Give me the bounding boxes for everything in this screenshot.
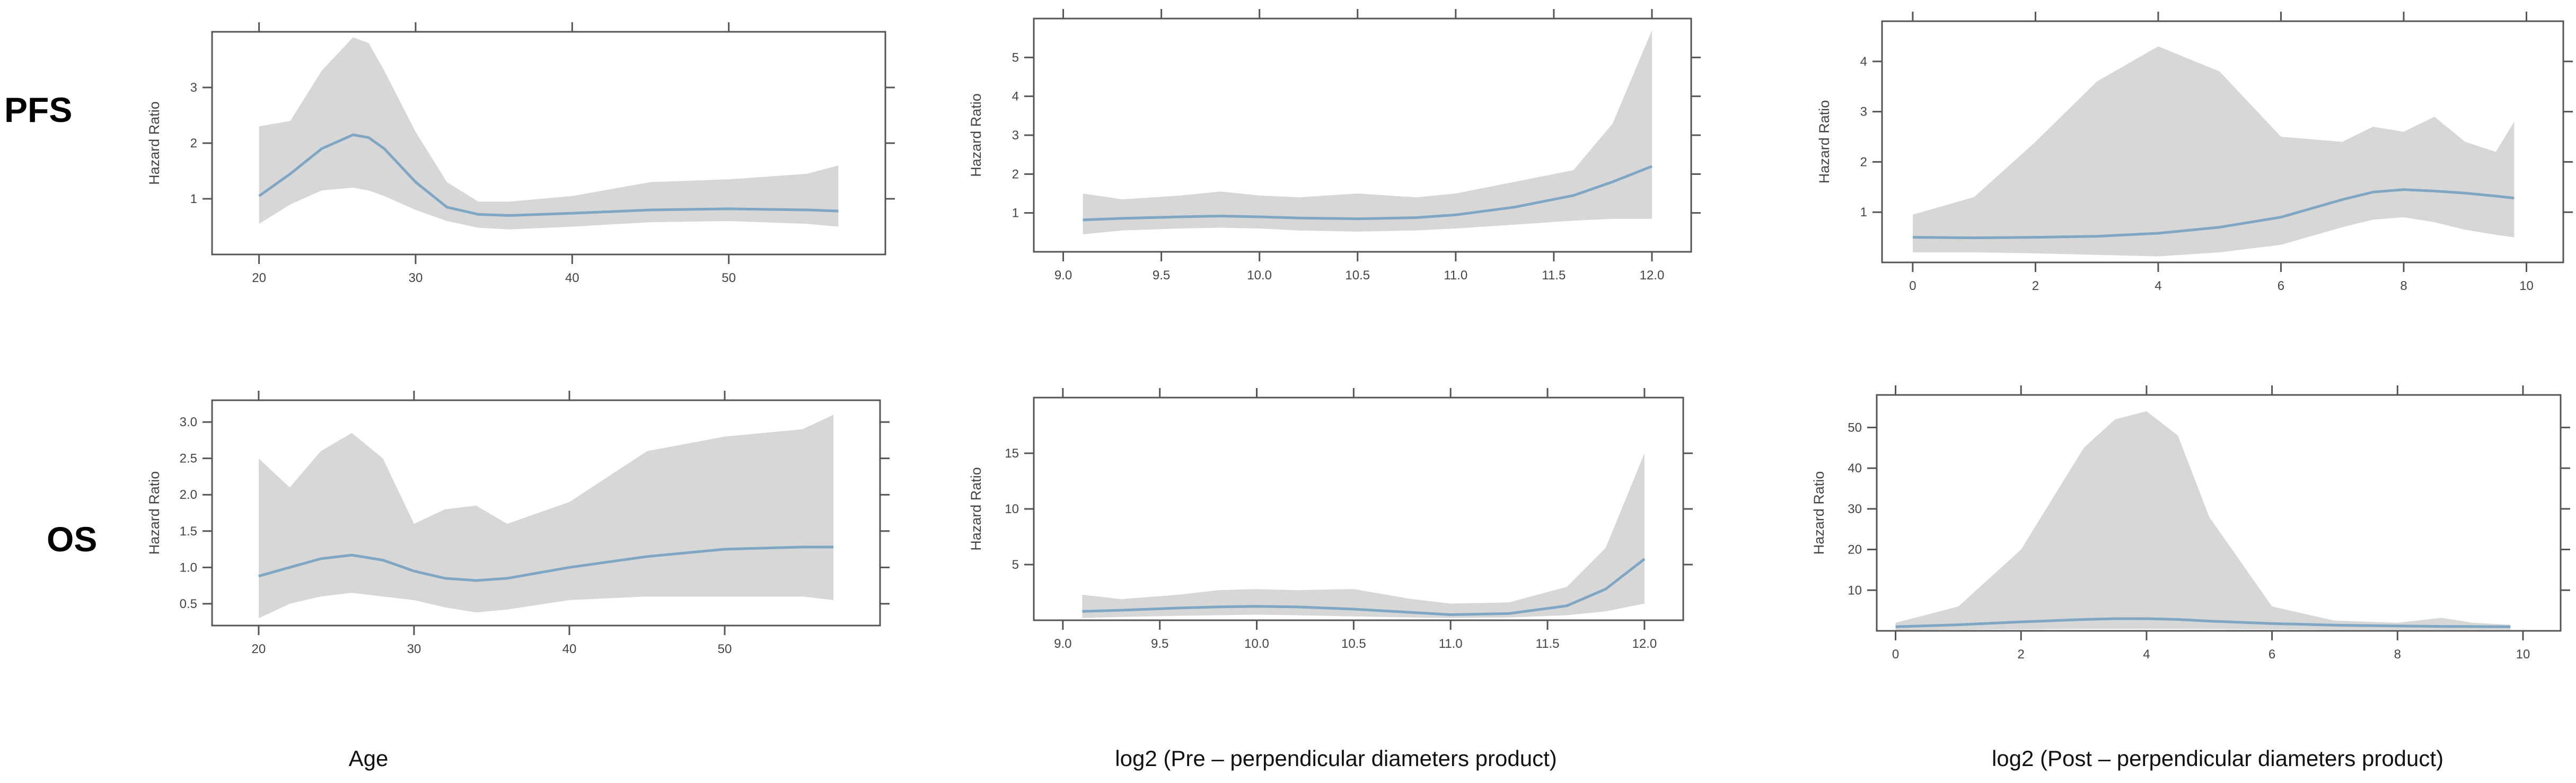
x-tick-label: 2 — [2018, 647, 2025, 662]
row-label-os: OS — [47, 520, 97, 559]
panel-4: 20 30 40 50 0.5 1.0 1.5 2.0 2.5 3.0 Hazard Ratio — [146, 391, 890, 656]
x-tick-label: 10 — [2519, 279, 2534, 293]
y-tick-label: 2 — [1860, 155, 1867, 169]
confidence-band — [1895, 411, 2511, 630]
x-tick-label: 11.0 — [1444, 268, 1467, 283]
y-axis-label: Hazard Ratio — [146, 471, 162, 555]
y-tick-label: 3 — [190, 81, 197, 95]
hazard-curve — [1895, 617, 2511, 628]
x-tick-label: 11.5 — [1536, 637, 1560, 651]
y-tick-label: 0.5 — [180, 597, 197, 611]
x-tick-label: 8 — [2394, 647, 2401, 662]
y-tick-label: 40 — [1848, 461, 1862, 476]
x-tick-label: 11.5 — [1542, 268, 1566, 283]
y-axis-label: Hazard Ratio — [1816, 100, 1832, 184]
y-axis-label: Hazard Ratio — [1811, 471, 1827, 555]
x-tick-label: 2 — [2032, 279, 2039, 293]
y-axis-label: Hazard Ratio — [968, 467, 984, 551]
y-tick-label: 50 — [1848, 420, 1862, 435]
y-tick-label: 20 — [1848, 543, 1862, 557]
y-tick-label: 5 — [1012, 50, 1019, 65]
y-tick-label: 3 — [1012, 128, 1019, 143]
panel-2: 9.0 9.5 10.0 10.5 11.0 11.5 12.0 1 2 3 4 5 Hazard Ra… — [968, 9, 1701, 283]
x-tick-label: 10.0 — [1247, 268, 1272, 283]
x-tick-label: 11.0 — [1439, 637, 1463, 651]
confidence-band — [1912, 46, 2515, 257]
x-tick-label: 4 — [2143, 647, 2150, 662]
plot-frame — [211, 399, 881, 627]
y-tick-label: 1 — [190, 192, 197, 206]
x-tick-label: 40 — [562, 642, 577, 656]
panel-5: 9.0 9.5 10.0 10.5 11.0 11.5 12.0 5 10 15 Hazard Ra… — [968, 388, 1693, 651]
y-tick-label: 2 — [190, 136, 197, 151]
panel-6: 0 2 4 6 8 10 10 20 30 40 50 Hazard Ratio — [1811, 385, 2570, 662]
confidence-band — [1083, 30, 1652, 234]
y-tick-label: 4 — [1012, 90, 1019, 104]
y-tick-label: 3.0 — [180, 415, 197, 429]
hazard-curve — [258, 133, 839, 217]
x-tick-label: 8 — [2400, 279, 2407, 293]
y-tick-label: 2 — [1012, 167, 1019, 181]
column-label-age: Age — [349, 746, 389, 771]
hazard-curve — [258, 546, 834, 582]
y-tick-label: 1 — [1860, 205, 1867, 219]
x-tick-label: 10.5 — [1341, 637, 1366, 651]
x-tick-label: 20 — [252, 271, 266, 285]
plot-frame — [1876, 394, 2562, 632]
x-tick-label: 40 — [565, 271, 579, 285]
confidence-band — [259, 37, 839, 230]
x-tick-label: 9.5 — [1151, 637, 1168, 651]
confidence-band — [258, 415, 834, 619]
x-tick-label: 30 — [407, 642, 421, 656]
confidence-band — [1082, 453, 1645, 618]
column-label-post: log2 (Post – perpendicular diameters pro… — [1992, 746, 2443, 771]
y-axis-label: Hazard Ratio — [968, 93, 984, 177]
x-tick-label: 10.5 — [1345, 268, 1370, 283]
y-tick-label: 10 — [1005, 502, 1019, 516]
hazard-curve — [1912, 188, 2515, 240]
y-tick-label: 15 — [1005, 446, 1019, 461]
y-tick-label: 1.0 — [180, 560, 197, 575]
y-tick-label: 1 — [1012, 206, 1019, 221]
x-tick-label: 4 — [2155, 279, 2161, 293]
y-tick-label: 5 — [1012, 558, 1019, 572]
y-tick-label: 30 — [1848, 502, 1862, 516]
hazard-curve — [1082, 558, 1646, 617]
x-tick-label: 12.0 — [1632, 637, 1657, 651]
y-tick-label: 3 — [1860, 105, 1867, 119]
y-tick-label: 4 — [1860, 55, 1867, 69]
x-tick-label: 9.0 — [1054, 268, 1072, 283]
x-tick-label: 0 — [1909, 279, 1916, 293]
x-tick-label: 6 — [2278, 279, 2284, 293]
x-tick-label: 6 — [2269, 647, 2275, 662]
x-tick-label: 50 — [718, 642, 732, 656]
x-tick-label: 50 — [722, 271, 736, 285]
hazard-curve — [1083, 165, 1652, 222]
x-tick-label: 12.0 — [1640, 268, 1665, 283]
y-tick-label: 10 — [1848, 583, 1862, 597]
y-tick-label: 1.5 — [180, 524, 197, 539]
row-label-pfs: PFS — [4, 90, 72, 129]
x-tick-label: 30 — [409, 271, 423, 285]
column-label-pre: log2 (Pre – perpendicular diameters prod… — [1115, 746, 1557, 771]
y-tick-label: 2.0 — [180, 488, 197, 502]
plot-frame — [1881, 20, 2564, 263]
x-tick-label: 20 — [252, 642, 266, 656]
y-axis-label: Hazard Ratio — [146, 101, 162, 185]
x-tick-label: 10.0 — [1244, 637, 1269, 651]
x-tick-label: 9.5 — [1153, 268, 1170, 283]
y-tick-label: 2.5 — [180, 452, 197, 466]
x-tick-label: 0 — [1892, 647, 1899, 662]
x-tick-label: 9.0 — [1054, 637, 1071, 651]
panel-1: 20 30 40 50 1 2 3 Hazard Ratio — [146, 22, 895, 285]
x-tick-label: 10 — [2516, 647, 2530, 662]
